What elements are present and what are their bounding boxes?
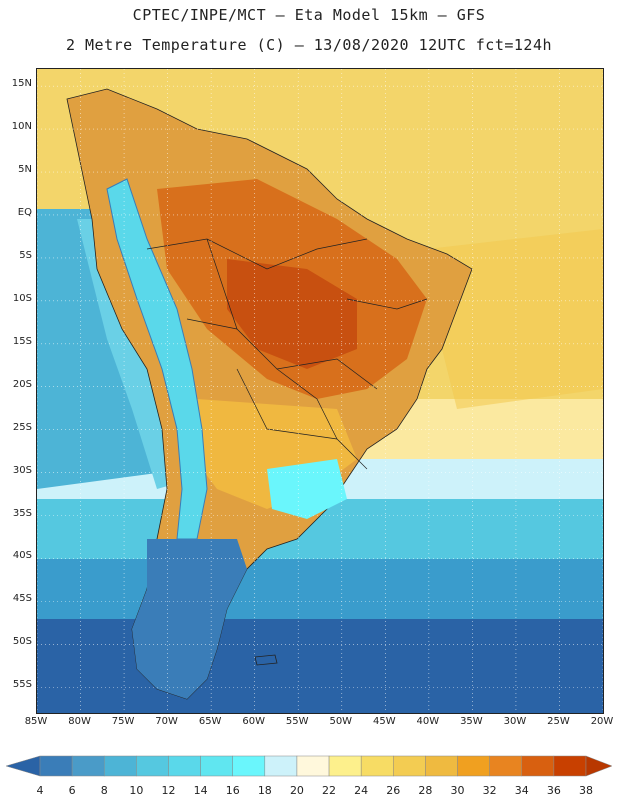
temperature-colorbar	[0, 748, 618, 800]
lon-label-30W: 30W	[503, 716, 527, 727]
colorbar-bin-8-10	[103, 755, 137, 777]
colorbar-label-28: 28	[418, 784, 433, 797]
lon-label-65W: 65W	[198, 716, 222, 727]
colorbar-label-32: 32	[482, 784, 497, 797]
colorbar-min-arrow	[5, 755, 41, 777]
colorbar-label-12: 12	[161, 784, 176, 797]
temperature-map	[36, 68, 604, 714]
lon-label-55W: 55W	[285, 716, 309, 727]
lon-label-40W: 40W	[416, 716, 440, 727]
atlantic-warm-water	[427, 229, 603, 409]
colorbar-bin-20-22	[296, 755, 330, 777]
lon-label-85W: 85W	[24, 716, 48, 727]
colorbar-bin-10-12	[136, 755, 169, 777]
colorbar-bin-16-18	[232, 755, 266, 777]
colorbar-bin-14-16	[200, 755, 233, 777]
lat-label-5S: 5S	[19, 249, 32, 261]
colorbar-bin-18-20	[264, 755, 298, 777]
lon-label-75W: 75W	[111, 716, 135, 727]
lon-label-20W: 20W	[590, 716, 614, 727]
lat-label-10S: 10S	[12, 292, 32, 304]
falkland-islands	[254, 654, 278, 666]
colorbar-label-4: 4	[36, 784, 44, 797]
lat-label-15N: 15N	[11, 78, 32, 90]
rio-de-la-plata-region	[267, 459, 347, 519]
lon-label-60W: 60W	[242, 716, 265, 727]
lon-label-25W: 25W	[547, 716, 570, 727]
map-gridlines	[37, 69, 603, 713]
lon-label-45W: 45W	[372, 716, 396, 727]
map-title-line-2: 2 Metre Temperature (C) – 13/08/2020 12U…	[65, 36, 553, 54]
colorbar-label-8: 8	[100, 784, 108, 797]
colorbar-max-arrow	[585, 755, 613, 777]
lon-label-80W: 80W	[68, 716, 91, 727]
colorbar-label-18: 18	[257, 784, 272, 797]
colorbar-label-38: 38	[579, 784, 593, 797]
colorbar-label-36: 36	[546, 784, 561, 797]
colorbar-bin-34-36	[521, 755, 555, 777]
colorbar-label-24: 24	[354, 784, 369, 797]
lat-label-25S: 25S	[12, 421, 32, 433]
colorbar-bin-26-28	[393, 755, 426, 777]
country-borders	[146, 238, 428, 470]
andes-ridge	[106, 178, 208, 540]
colorbar-bin-4-6	[39, 755, 73, 777]
colorbar-bin-36-38	[553, 755, 587, 777]
lat-label-35S: 35S	[12, 507, 32, 519]
colorbar-bin-24-26	[360, 755, 394, 777]
ocean-band-cold	[37, 619, 603, 713]
colorbar-bin-12-14	[168, 755, 201, 777]
colorbar-label-16: 16	[225, 784, 240, 797]
colorbar-label-10: 10	[129, 784, 144, 797]
colorbar-label-26: 26	[386, 784, 401, 797]
map-title-line-1: CPTEC/INPE/MCT – Eta Model 15km – GFS	[132, 6, 486, 24]
colorbar-label-20: 20	[289, 784, 304, 797]
lat-label-40S: 40S	[12, 550, 32, 562]
lat-label-20S: 20S	[12, 378, 32, 390]
colorbar-bin-28-30	[425, 755, 458, 777]
lon-label-70W: 70W	[155, 716, 178, 727]
ocean-band-cool	[37, 559, 603, 619]
lat-label-15S: 15S	[12, 335, 32, 347]
hottest-core	[227, 259, 357, 369]
colorbar-svg	[5, 755, 613, 777]
colorbar-label-6: 6	[68, 784, 76, 797]
lat-label-30S: 30S	[12, 464, 32, 476]
lat-label-45S: 45S	[12, 593, 32, 605]
colorbar-label-30: 30	[450, 784, 465, 797]
lat-label-10N: 10N	[11, 121, 32, 133]
colorbar-bin-22-24	[328, 755, 362, 777]
lat-label-EQ: EQ	[17, 206, 32, 218]
lon-label-50W: 50W	[329, 716, 353, 727]
colorbar-bin-32-34	[489, 755, 523, 777]
colorbar-label-34: 34	[514, 784, 529, 797]
patagonia-cool	[132, 539, 247, 699]
lat-label-50S: 50S	[12, 636, 32, 648]
lon-label-35W: 35W	[460, 716, 483, 727]
colorbar-bin-6-8	[71, 755, 105, 777]
colorbar-label-14: 14	[193, 784, 208, 797]
map-canvas	[37, 69, 603, 713]
lat-label-5N: 5N	[18, 164, 32, 176]
lat-label-55S: 55S	[12, 679, 32, 691]
colorbar-label-22: 22	[322, 784, 337, 797]
colorbar-bin-30-32	[457, 755, 490, 777]
